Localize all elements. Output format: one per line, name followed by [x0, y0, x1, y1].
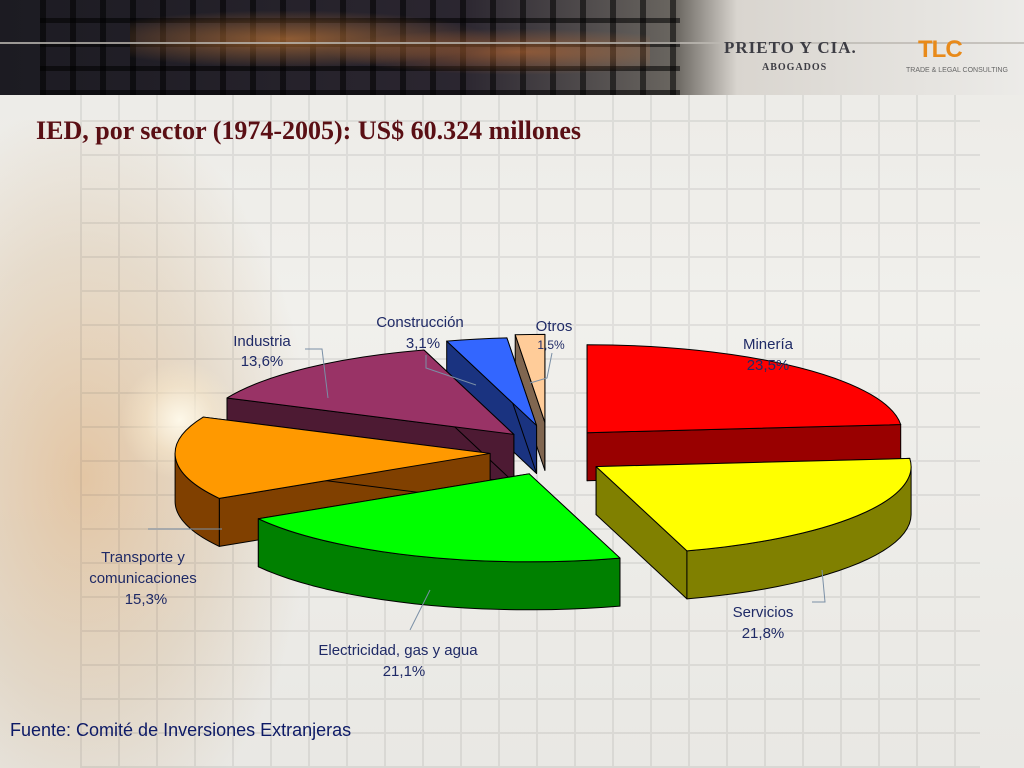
slice-otros	[514, 333, 546, 471]
slice-electricidadga	[257, 473, 621, 611]
slice-top	[595, 457, 912, 552]
slice-labels: Minería 23,5% Servicios 21,8% Electricid…	[89, 314, 793, 680]
header-banner: PRIETO Y CIA. ABOGADOS TLC TRADE & LEGAL…	[0, 0, 1024, 95]
label-construccion-name: Construcción	[376, 314, 464, 331]
label-industria-name: Industria	[233, 333, 291, 350]
leader-servicios	[812, 569, 826, 603]
label-otros-value: 1,5%	[537, 338, 565, 352]
slice-top	[446, 337, 538, 426]
pie-slices	[174, 333, 912, 611]
slice-top	[226, 349, 515, 435]
label-servicios-name: Servicios	[733, 604, 794, 621]
label-mineria-name: Minería	[743, 336, 794, 353]
tlc-logo: TLC	[918, 36, 963, 63]
leader-construccion	[425, 355, 477, 386]
firm-subtitle: ABOGADOS	[762, 62, 828, 73]
label-otros-name: Otros	[536, 318, 573, 335]
source-note: Fuente: Comité de Inversiones Extranjera…	[10, 720, 352, 740]
firm-name: PRIETO Y CIA.	[724, 38, 857, 57]
leader-lines	[148, 348, 826, 631]
label-industria-value: 13,6%	[241, 353, 284, 370]
leader-industria	[305, 348, 329, 399]
leader-otros	[529, 352, 553, 384]
slice-top	[586, 344, 902, 434]
slice-top	[174, 416, 491, 499]
label-construccion-value: 3,1%	[406, 335, 440, 352]
tlc-logo-subtitle: TRADE & LEGAL CONSULTING	[906, 67, 1008, 74]
header-building-lights	[130, 5, 650, 90]
label-electricidad-value: 21,1%	[383, 663, 426, 680]
page-title: IED, por sector (1974-2005): US$ 60.324 …	[36, 116, 582, 145]
label-servicios-value: 21,8%	[742, 625, 785, 642]
label-transporte-name: Transporte y	[101, 549, 185, 566]
leader-electricidad	[409, 589, 431, 631]
label-transporte-value: 15,3%	[125, 591, 168, 608]
header-divider	[0, 42, 1024, 44]
slice-top	[514, 333, 546, 423]
slice-servicios	[595, 457, 912, 600]
label-electricidad-name: Electricidad, gas y agua	[318, 642, 478, 659]
slice-top	[257, 473, 621, 563]
label-transporte-name-2: comunicaciones	[89, 570, 197, 587]
label-mineria-value: 23,5%	[747, 357, 790, 374]
